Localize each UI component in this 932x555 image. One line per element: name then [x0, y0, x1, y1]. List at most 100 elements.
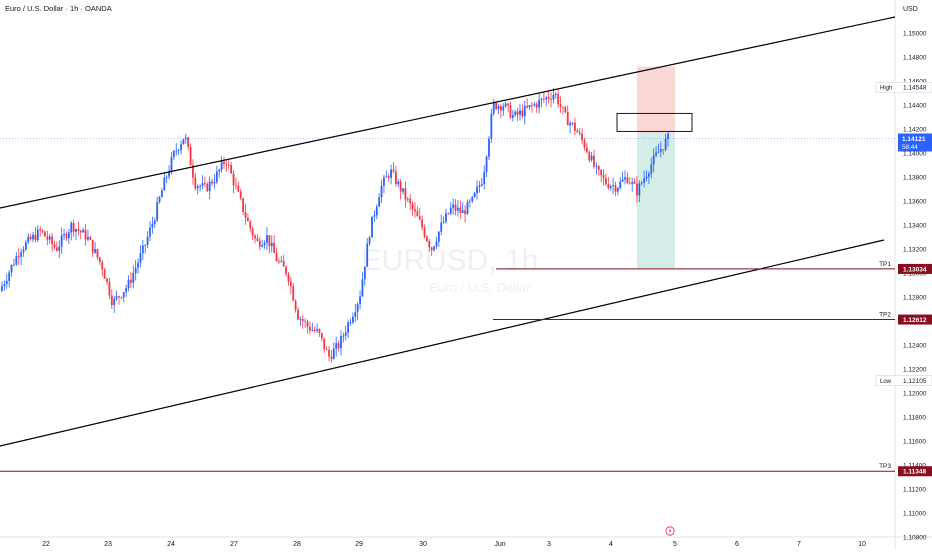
- candle: [616, 188, 619, 192]
- candle: [5, 280, 8, 285]
- candle: [280, 260, 283, 262]
- y-tick-label: 1.11800: [903, 415, 926, 422]
- candle: [309, 326, 311, 331]
- candle: [340, 335, 342, 349]
- candle: [244, 212, 247, 218]
- candle: [153, 220, 156, 224]
- candle: [645, 176, 648, 179]
- candle: [172, 151, 175, 158]
- candle: [67, 232, 70, 239]
- lightning-bolt-icon: [668, 528, 672, 534]
- high-label: High: [880, 86, 892, 92]
- y-tick-label: 1.14800: [903, 55, 927, 62]
- candle: [287, 274, 290, 282]
- candle: [363, 266, 366, 280]
- candle: [471, 196, 474, 202]
- candle: [562, 106, 564, 108]
- high-value: 1.14548: [903, 85, 927, 92]
- upper-trendline[interactable]: [0, 16, 896, 209]
- candle: [122, 292, 125, 298]
- candle: [445, 213, 447, 222]
- candle: [144, 244, 147, 246]
- y-tick-label: 1.13200: [903, 247, 927, 254]
- candle: [478, 185, 481, 187]
- candle: [468, 201, 471, 202]
- candle: [502, 106, 505, 111]
- candle: [199, 186, 202, 187]
- candle: [213, 181, 216, 184]
- candle: [402, 188, 404, 192]
- y-tick-label: 1.11000: [903, 511, 926, 518]
- candle: [249, 221, 252, 229]
- candle: [433, 246, 435, 251]
- candle: [32, 234, 34, 240]
- candle: [268, 235, 271, 247]
- candle: [27, 236, 30, 243]
- candle: [235, 185, 237, 187]
- candle: [192, 165, 194, 178]
- candle: [516, 111, 519, 115]
- candle: [368, 237, 371, 244]
- candle: [466, 201, 469, 215]
- entry-box[interactable]: [616, 112, 693, 132]
- candle: [375, 206, 378, 216]
- candle: [631, 181, 634, 184]
- candle: [488, 138, 490, 157]
- candle: [56, 247, 58, 251]
- candle: [447, 213, 450, 214]
- candle: [77, 229, 80, 231]
- target-price-value: 1.12612: [903, 317, 927, 324]
- candle: [648, 173, 650, 177]
- candle: [416, 211, 419, 217]
- candle: [440, 222, 443, 232]
- candle: [356, 304, 359, 313]
- candle: [289, 281, 292, 287]
- candle: [285, 266, 287, 275]
- y-tick-label: 1.12400: [903, 343, 927, 350]
- candle: [366, 243, 369, 267]
- x-tick-label: 27: [230, 541, 238, 548]
- candle: [442, 221, 445, 223]
- lower-trendline[interactable]: [0, 239, 885, 447]
- candle: [156, 202, 159, 221]
- candle: [261, 245, 264, 247]
- candle: [251, 228, 254, 236]
- candle: [184, 137, 187, 140]
- candle: [414, 209, 416, 212]
- candle: [554, 93, 557, 95]
- candle: [158, 197, 161, 203]
- candle: [313, 329, 316, 331]
- candle: [320, 333, 323, 339]
- candle: [175, 150, 178, 152]
- candle: [349, 322, 352, 324]
- candle: [96, 249, 99, 258]
- candle: [399, 181, 402, 192]
- target-price-value: 1.11348: [903, 469, 927, 476]
- candle: [659, 149, 662, 152]
- candle: [58, 246, 61, 251]
- candle: [211, 181, 213, 184]
- candle: [564, 107, 567, 113]
- candle: [29, 236, 32, 240]
- candle: [82, 229, 85, 233]
- candle: [246, 217, 249, 222]
- y-tick-label: 1.10800: [903, 535, 927, 542]
- candle: [507, 103, 509, 106]
- candle: [480, 183, 483, 186]
- candle: [225, 163, 228, 165]
- candle: [98, 257, 101, 263]
- candle: [437, 231, 440, 242]
- candle: [552, 94, 555, 100]
- candle: [266, 235, 268, 243]
- candle: [299, 318, 302, 320]
- candle: [3, 284, 6, 287]
- candle: [36, 229, 39, 241]
- candle: [542, 98, 545, 100]
- y-tick-label: 1.14000: [903, 151, 927, 158]
- candle: [146, 236, 149, 245]
- candle: [571, 122, 574, 124]
- candle: [20, 252, 22, 257]
- x-tick-label: 6: [735, 541, 739, 548]
- target-label: TP1: [879, 261, 891, 268]
